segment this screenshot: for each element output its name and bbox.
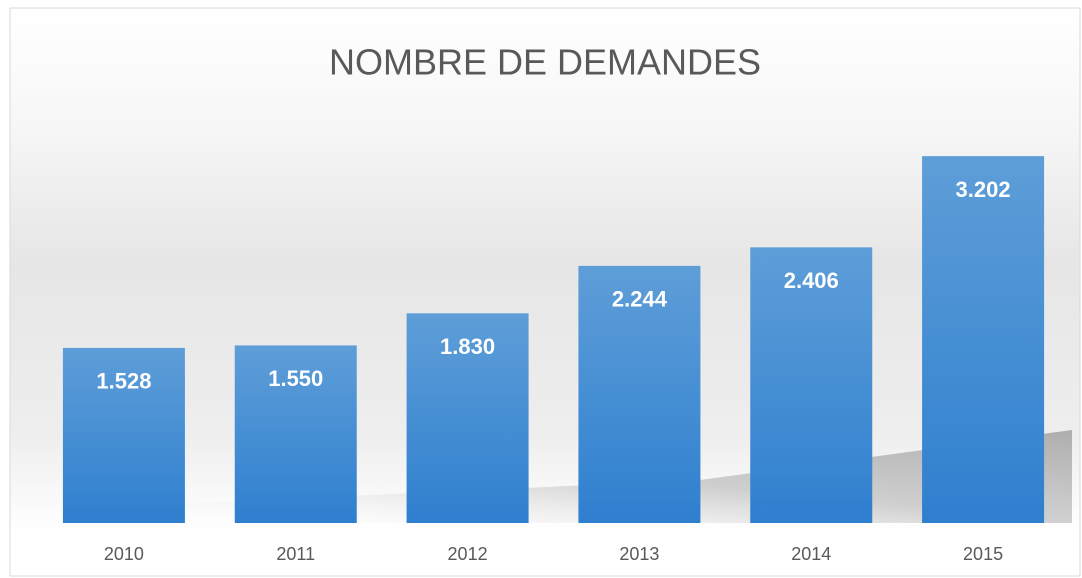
x-tick-label: 2010 xyxy=(104,544,144,564)
data-label: 1.830 xyxy=(440,334,495,359)
bar xyxy=(406,313,529,523)
x-tick-label: 2014 xyxy=(791,544,831,564)
data-label: 2.244 xyxy=(612,287,668,312)
data-label: 2.406 xyxy=(784,268,839,293)
x-tick-label: 2012 xyxy=(448,544,488,564)
data-label: 3.202 xyxy=(956,177,1011,202)
bar xyxy=(578,265,701,523)
bar xyxy=(750,247,873,524)
chart-title: NOMBRE DE DEMANDES xyxy=(329,42,761,83)
bar xyxy=(922,156,1045,524)
bar xyxy=(234,345,357,523)
bar xyxy=(62,347,185,523)
x-tick-label: 2011 xyxy=(276,544,315,564)
x-tick-label: 2013 xyxy=(619,544,659,564)
x-tick-label: 2015 xyxy=(963,544,1003,564)
data-label: 1.550 xyxy=(268,366,323,391)
data-label: 1.528 xyxy=(96,369,151,394)
